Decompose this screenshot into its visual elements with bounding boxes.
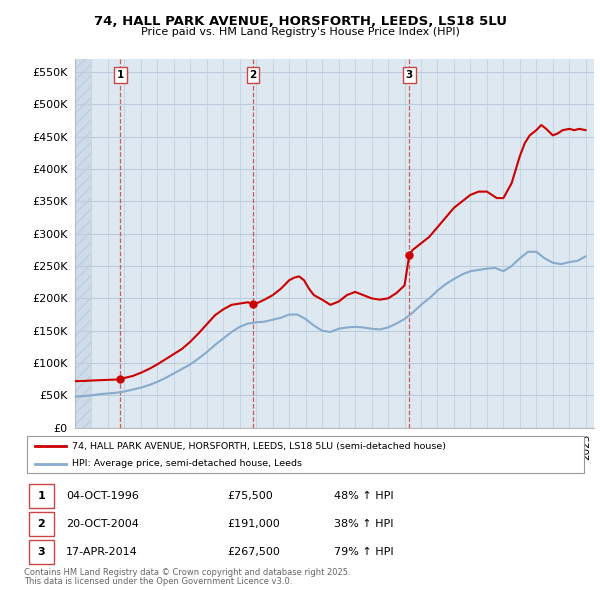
Text: HPI: Average price, semi-detached house, Leeds: HPI: Average price, semi-detached house,… — [72, 459, 302, 468]
Text: £267,500: £267,500 — [227, 547, 280, 557]
Text: 74, HALL PARK AVENUE, HORSFORTH, LEEDS, LS18 5LU: 74, HALL PARK AVENUE, HORSFORTH, LEEDS, … — [94, 15, 506, 28]
Text: Price paid vs. HM Land Registry's House Price Index (HPI): Price paid vs. HM Land Registry's House … — [140, 27, 460, 37]
Text: 3: 3 — [37, 547, 45, 557]
Text: £191,000: £191,000 — [227, 519, 280, 529]
Text: 17-APR-2014: 17-APR-2014 — [66, 547, 138, 557]
FancyBboxPatch shape — [27, 437, 584, 473]
Text: This data is licensed under the Open Government Licence v3.0.: This data is licensed under the Open Gov… — [24, 577, 292, 586]
Text: 2: 2 — [37, 519, 45, 529]
FancyBboxPatch shape — [29, 484, 54, 508]
Text: 48% ↑ HPI: 48% ↑ HPI — [334, 491, 394, 501]
Text: 04-OCT-1996: 04-OCT-1996 — [66, 491, 139, 501]
Text: 38% ↑ HPI: 38% ↑ HPI — [334, 519, 394, 529]
Text: 74, HALL PARK AVENUE, HORSFORTH, LEEDS, LS18 5LU (semi-detached house): 74, HALL PARK AVENUE, HORSFORTH, LEEDS, … — [72, 441, 446, 451]
FancyBboxPatch shape — [29, 512, 54, 536]
Text: £75,500: £75,500 — [227, 491, 273, 501]
FancyBboxPatch shape — [29, 540, 54, 564]
Text: 2: 2 — [250, 70, 257, 80]
Bar — [75, 59, 91, 428]
Text: 1: 1 — [117, 70, 124, 80]
Text: 3: 3 — [406, 70, 413, 80]
Text: 20-OCT-2004: 20-OCT-2004 — [66, 519, 139, 529]
Text: 1: 1 — [37, 491, 45, 501]
Text: Contains HM Land Registry data © Crown copyright and database right 2025.: Contains HM Land Registry data © Crown c… — [24, 568, 350, 576]
Bar — [75, 59, 91, 428]
Text: 79% ↑ HPI: 79% ↑ HPI — [334, 547, 394, 557]
